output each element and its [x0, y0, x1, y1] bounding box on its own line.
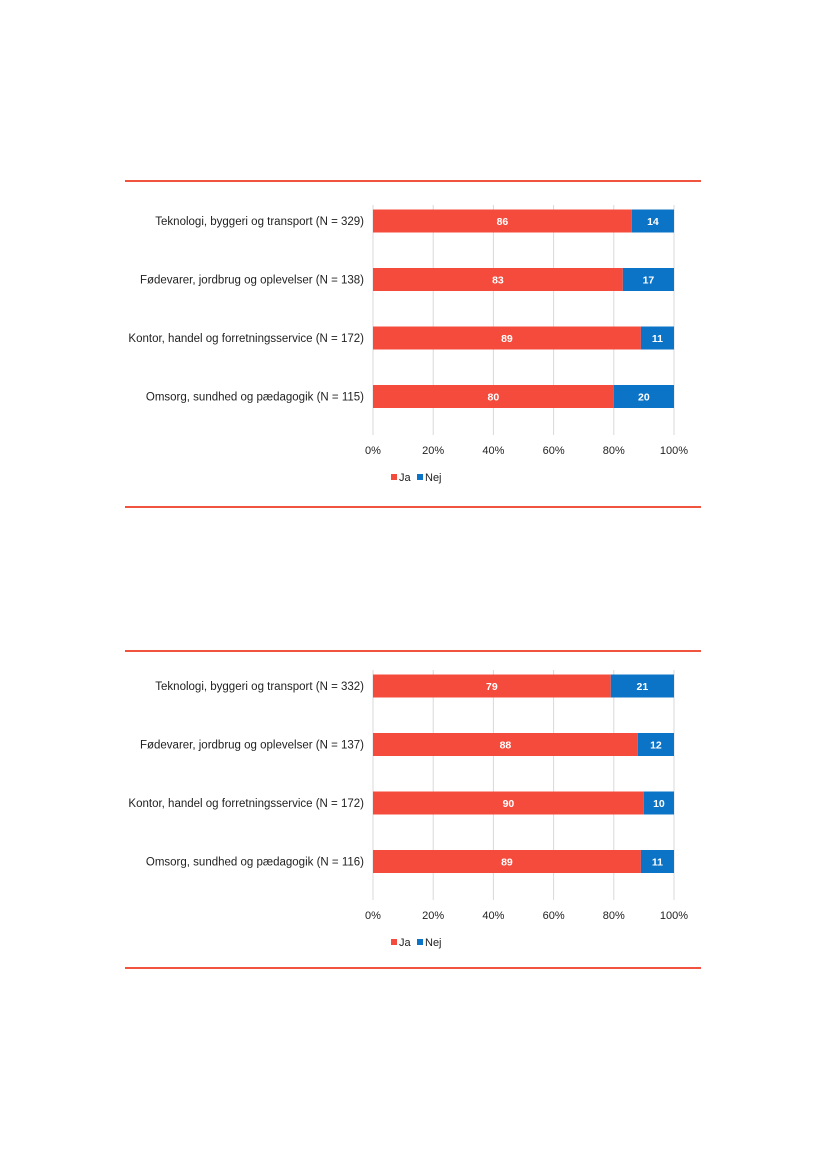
- bar-nej: [622, 268, 674, 291]
- bar-value-label: 83: [492, 275, 504, 287]
- bar-value-label: 11: [652, 857, 663, 869]
- bar-value-label: 80: [488, 392, 500, 404]
- bar-value-label: 14: [647, 216, 659, 228]
- x-tick-label: 0%: [365, 445, 381, 457]
- x-tick-label: 60%: [543, 910, 565, 922]
- bar-ja: [373, 209, 632, 233]
- bar-value-label: 86: [497, 216, 509, 228]
- chart-1: 0% 20% 40% 60% 80% 100% Teknologi, byggeri og …: [0, 190, 827, 500]
- x-tick-label: 60%: [543, 445, 565, 457]
- x-tick-label: 100%: [660, 445, 688, 457]
- bar-nej: [643, 791, 674, 815]
- bar-value-label: 11: [652, 333, 663, 345]
- bar-nej: [640, 326, 674, 350]
- bar-value-label: 79: [486, 681, 498, 693]
- bar-nej: [610, 674, 674, 698]
- category-label: Fødevarer, jordbrug og oplevelser (N = 1…: [140, 740, 364, 752]
- bar-ja: [373, 850, 641, 873]
- category-label: Kontor, handel og forretningsservice (N …: [128, 798, 364, 810]
- bar-ja: [373, 385, 614, 408]
- x-tick-label: 20%: [422, 910, 444, 922]
- category-label: Fødevarer, jordbrug og oplevelser (N = 1…: [140, 275, 364, 287]
- category-label: Omsorg, sundhed og pædagogik (N = 116): [146, 857, 364, 869]
- legend-swatch-nej: [417, 939, 423, 945]
- bar-value-label: 17: [643, 275, 655, 287]
- bar-ja: [373, 791, 644, 815]
- chart-2-top-rule: [125, 650, 701, 652]
- bar-ja: [373, 733, 638, 756]
- bar-nej: [637, 733, 674, 756]
- bar-ja: [373, 674, 611, 698]
- legend-swatch-ja: [391, 939, 397, 945]
- bar-ja: [373, 268, 623, 291]
- category-label: Omsorg, sundhed og pædagogik (N = 115): [146, 392, 364, 404]
- legend-label-ja: Ja: [399, 937, 412, 949]
- legend-label-ja: Ja: [399, 472, 412, 484]
- x-tick-label: 40%: [482, 445, 504, 457]
- legend-label-nej: Nej: [425, 472, 442, 484]
- bar-value-label: 89: [501, 857, 513, 869]
- bar-value-label: 12: [650, 740, 662, 752]
- bar-nej: [613, 385, 674, 408]
- legend-swatch-ja: [391, 474, 397, 480]
- chart-1-svg: 0% 20% 40% 60% 80% 100% Teknologi, byggeri og …: [128, 205, 688, 484]
- chart-2-bottom-rule: [125, 967, 701, 969]
- category-label: Kontor, handel og forretningsservice (N …: [128, 333, 364, 345]
- bar-value-label: 10: [653, 798, 665, 810]
- legend-swatch-nej: [417, 474, 423, 480]
- x-tick-label: 80%: [603, 445, 625, 457]
- bar-value-label: 20: [638, 392, 650, 404]
- category-label: Teknologi, byggeri og transport (N = 329…: [155, 216, 364, 228]
- chart-2: 0% 20% 40% 60% 80% 100% Teknologi, byggeri og …: [0, 655, 827, 965]
- bar-nej: [640, 850, 674, 873]
- legend-label-nej: Nej: [425, 937, 442, 949]
- x-tick-label: 100%: [660, 910, 688, 922]
- bar-value-label: 88: [500, 740, 512, 752]
- chart-1-bottom-rule: [125, 506, 701, 508]
- chart-1-top-rule: [125, 180, 701, 182]
- chart-2-svg: 0% 20% 40% 60% 80% 100% Teknologi, byggeri og …: [128, 670, 688, 949]
- x-tick-label: 80%: [603, 910, 625, 922]
- bar-value-label: 90: [503, 798, 515, 810]
- x-tick-label: 20%: [422, 445, 444, 457]
- bar-ja: [373, 326, 641, 350]
- bar-nej: [631, 209, 674, 233]
- bar-value-label: 89: [501, 333, 513, 345]
- x-tick-label: 40%: [482, 910, 504, 922]
- bar-value-label: 21: [637, 681, 649, 693]
- category-label: Teknologi, byggeri og transport (N = 332…: [155, 681, 364, 693]
- x-tick-label: 0%: [365, 910, 381, 922]
